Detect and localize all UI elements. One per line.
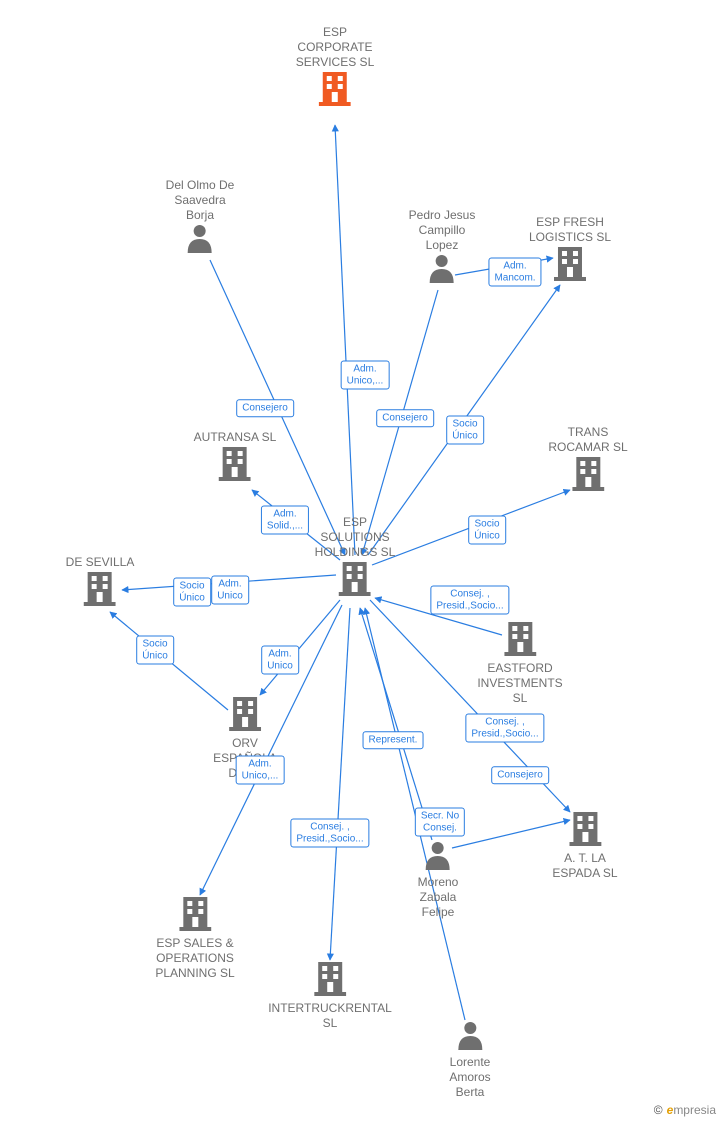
edge-label: Secr. No Consej. bbox=[415, 808, 465, 837]
node-label: ESP FRESH LOGISTICS SL bbox=[529, 215, 611, 245]
node-intertruck[interactable]: INTERTRUCKRENTAL SL bbox=[268, 960, 392, 1031]
node-autransa[interactable]: AUTRANSA SL bbox=[194, 430, 277, 486]
node-label: Moreno Zabala Felipe bbox=[418, 875, 459, 920]
edge-label: Consejero bbox=[376, 409, 434, 427]
node-del_olmo[interactable]: Del Olmo De Saavedra Borja bbox=[166, 178, 235, 258]
node-eastford[interactable]: EASTFORD INVESTMENTS SL bbox=[477, 620, 562, 706]
edge-label: Adm. Unico bbox=[261, 646, 299, 675]
node-label: ESP SALES & OPERATIONS PLANNING SL bbox=[155, 936, 234, 981]
edge-label: Socio Único bbox=[136, 636, 174, 665]
node-at_la[interactable]: A. T. LA ESPADA SL bbox=[552, 810, 617, 881]
building-icon bbox=[179, 895, 211, 936]
node-label: EASTFORD INVESTMENTS SL bbox=[477, 661, 562, 706]
node-label: A. T. LA ESPADA SL bbox=[552, 851, 617, 881]
edge-label: Consej. , Presid.,Socio... bbox=[465, 714, 544, 743]
brand-rest: mpresia bbox=[673, 1103, 716, 1117]
edge-label: Represent. bbox=[363, 731, 424, 749]
node-label: DE SEVILLA bbox=[66, 555, 135, 570]
edge-label: Adm. Mancom. bbox=[488, 258, 541, 287]
node-de_sevilla[interactable]: DE SEVILLA bbox=[66, 555, 135, 611]
node-esp_sol[interactable]: ESP SOLUTIONS HOLDINGS SL bbox=[315, 515, 396, 601]
person-icon bbox=[424, 840, 452, 875]
edge-label: Adm. Unico,... bbox=[341, 361, 390, 390]
node-label: Del Olmo De Saavedra Borja bbox=[166, 178, 235, 223]
person-icon bbox=[186, 223, 214, 258]
building-icon bbox=[84, 570, 116, 611]
building-icon bbox=[319, 70, 351, 111]
edge-label: Adm. Solid.,... bbox=[261, 506, 309, 535]
edge-line bbox=[335, 125, 355, 555]
building-icon bbox=[504, 620, 536, 661]
node-esp_sales[interactable]: ESP SALES & OPERATIONS PLANNING SL bbox=[155, 895, 234, 981]
node-label: INTERTRUCKRENTAL SL bbox=[268, 1001, 392, 1031]
node-moreno[interactable]: Moreno Zabala Felipe bbox=[418, 840, 459, 920]
node-label: TRANS ROCAMAR SL bbox=[548, 425, 627, 455]
node-label: AUTRANSA SL bbox=[194, 430, 277, 445]
copyright-symbol: © bbox=[654, 1103, 663, 1117]
building-icon bbox=[339, 560, 371, 601]
building-icon bbox=[314, 960, 346, 1001]
person-icon bbox=[456, 1020, 484, 1055]
node-label: Lorente Amoros Berta bbox=[449, 1055, 490, 1100]
building-icon bbox=[229, 695, 261, 736]
node-label: ESP SOLUTIONS HOLDINGS SL bbox=[315, 515, 396, 560]
node-pedro[interactable]: Pedro Jesus Campillo Lopez bbox=[409, 208, 476, 288]
edge-label: Socio Único bbox=[446, 416, 484, 445]
building-icon bbox=[554, 245, 586, 286]
edge-label: Consejero bbox=[491, 766, 549, 784]
node-esp_corp[interactable]: ESP CORPORATE SERVICES SL bbox=[296, 25, 374, 111]
edge-line bbox=[360, 608, 432, 840]
edge-label: Socio Único bbox=[173, 578, 211, 607]
edge-line bbox=[330, 608, 350, 960]
building-icon bbox=[219, 445, 251, 486]
edge-label: Adm. Unico,... bbox=[236, 756, 285, 785]
node-lorente[interactable]: Lorente Amoros Berta bbox=[449, 1020, 490, 1100]
edge-label: Adm. Unico bbox=[211, 576, 249, 605]
edge-label: Consej. , Presid.,Socio... bbox=[430, 586, 509, 615]
building-icon bbox=[569, 810, 601, 851]
footer-credit: © empresia bbox=[654, 1103, 716, 1117]
building-icon bbox=[572, 455, 604, 496]
node-label: ESP CORPORATE SERVICES SL bbox=[296, 25, 374, 70]
edge-label: Socio Único bbox=[468, 516, 506, 545]
node-label: Pedro Jesus Campillo Lopez bbox=[409, 208, 476, 253]
person-icon bbox=[428, 253, 456, 288]
node-trans_roca[interactable]: TRANS ROCAMAR SL bbox=[548, 425, 627, 496]
edge-label: Consej. , Presid.,Socio... bbox=[290, 819, 369, 848]
edge-label: Consejero bbox=[236, 399, 294, 417]
